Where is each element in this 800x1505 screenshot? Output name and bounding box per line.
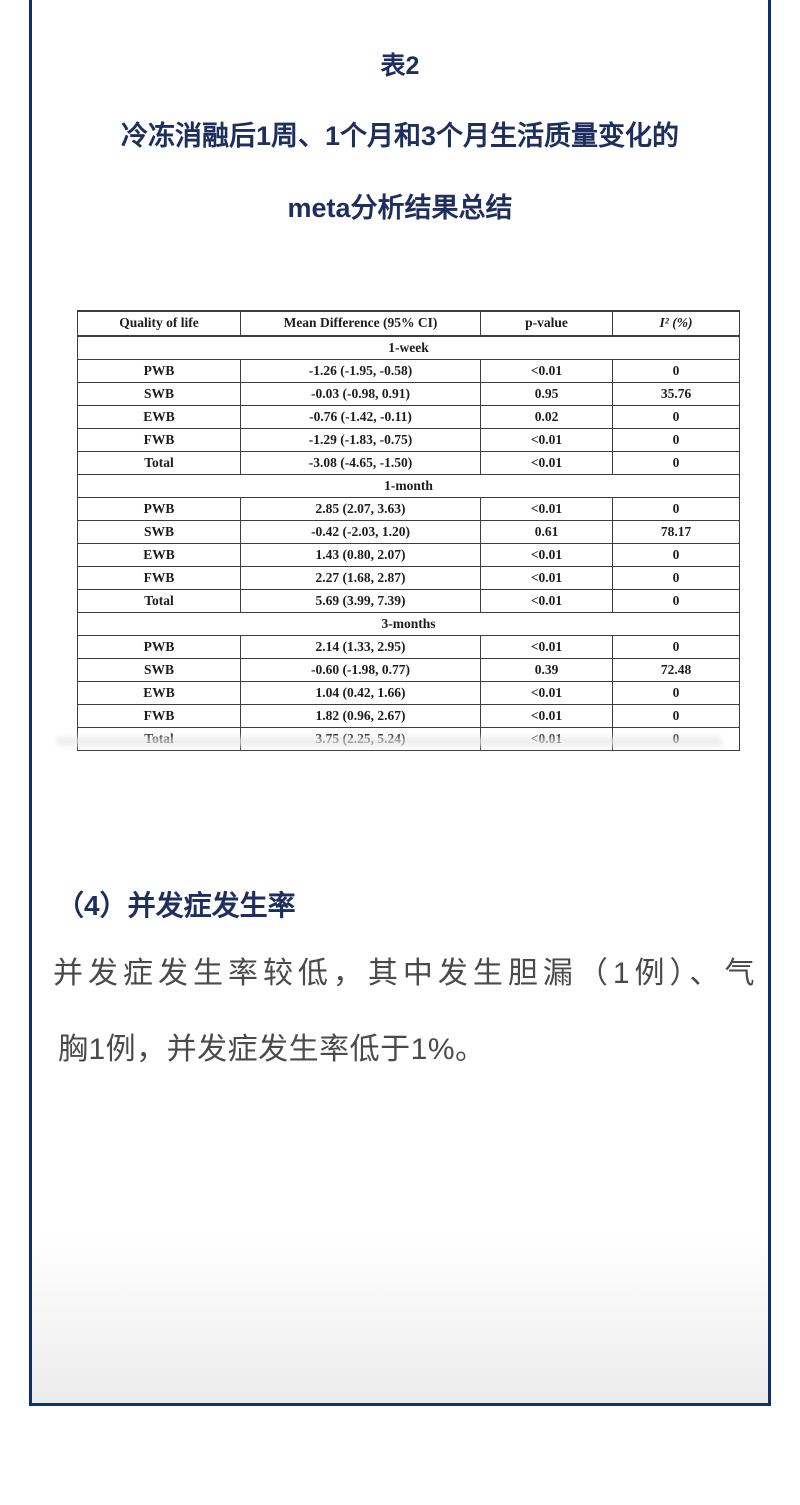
table-row: PWB 2.14 (1.33, 2.95) <0.01 0 <box>77 635 740 659</box>
section-label: 1-week <box>77 335 740 360</box>
section-row-1-week: 1-week <box>77 335 740 360</box>
cell-p-value: <0.01 <box>480 589 613 613</box>
cell-mean-diff: 2.27 (1.68, 2.87) <box>240 566 481 590</box>
cell-mean-diff: -1.26 (-1.95, -0.58) <box>240 359 481 383</box>
cell-scale: SWB <box>77 520 241 544</box>
cell-scale: PWB <box>77 497 241 521</box>
table-row: EWB -0.76 (-1.42, -0.11) 0.02 0 <box>77 405 740 429</box>
table-row: PWB 2.85 (2.07, 3.63) <0.01 0 <box>77 497 740 521</box>
cell-i-squared: 0 <box>612 405 740 429</box>
cell-i-squared: 0 <box>612 589 740 613</box>
cell-scale: PWB <box>77 635 241 659</box>
cell-i-squared: 35.76 <box>612 382 740 406</box>
cell-scale: SWB <box>77 658 241 682</box>
cell-scale: Total <box>77 451 241 475</box>
table-row-total: Total 5.69 (3.99, 7.39) <0.01 0 <box>77 589 740 613</box>
cell-i-squared: 78.17 <box>612 520 740 544</box>
table-row: SWB -0.60 (-1.98, 0.77) 0.39 72.48 <box>77 658 740 682</box>
cell-p-value: <0.01 <box>480 359 613 383</box>
table-row: PWB -1.26 (-1.95, -0.58) <0.01 0 <box>77 359 740 383</box>
cell-i-squared: 0 <box>612 451 740 475</box>
section-label: 1-month <box>77 474 740 498</box>
cell-p-value: <0.01 <box>480 497 613 521</box>
cell-p-value: <0.01 <box>480 428 613 452</box>
cell-mean-diff: 1.82 (0.96, 2.67) <box>240 704 481 728</box>
cell-p-value: <0.01 <box>480 704 613 728</box>
cell-mean-diff: -0.03 (-0.98, 0.91) <box>240 382 481 406</box>
table-row: EWB 1.43 (0.80, 2.07) <0.01 0 <box>77 543 740 567</box>
table-row: FWB -1.29 (-1.83, -0.75) <0.01 0 <box>77 428 740 452</box>
cell-i-squared: 72.48 <box>612 658 740 682</box>
section-row-1-month: 1-month <box>77 474 740 498</box>
cell-p-value: 0.95 <box>480 382 613 406</box>
table-row: SWB -0.03 (-0.98, 0.91) 0.95 35.76 <box>77 382 740 406</box>
cell-scale: FWB <box>77 704 241 728</box>
cell-p-value: <0.01 <box>480 451 613 475</box>
cell-p-value: 0.39 <box>480 658 613 682</box>
cell-scale: EWB <box>77 405 241 429</box>
cell-scale: SWB <box>77 382 241 406</box>
cell-scale: FWB <box>77 566 241 590</box>
col-header-quality-of-life: Quality of life <box>77 310 241 337</box>
col-header-p-value: p-value <box>480 310 613 337</box>
complications-heading: （4）并发症发生率 <box>56 890 296 921</box>
cell-mean-diff: -0.42 (-2.03, 1.20) <box>240 520 481 544</box>
section-row-3-months: 3-months <box>77 612 740 636</box>
results-table-scan: Quality of life Mean Difference (95% CI)… <box>77 310 740 751</box>
col-header-i-squared: I² (%) <box>612 310 740 337</box>
cell-i-squared: 0 <box>612 681 740 705</box>
table-caption-number: 表2 <box>380 52 420 80</box>
cell-mean-diff: 1.43 (0.80, 2.07) <box>240 543 481 567</box>
cell-i-squared: 0 <box>612 359 740 383</box>
cell-p-value: <0.01 <box>480 543 613 567</box>
cell-mean-diff: 2.85 (2.07, 3.63) <box>240 497 481 521</box>
content-card: 表2 冷冻消融后1周、1个月和3个月生活质量变化的 meta分析结果总结 Qua… <box>29 0 771 1406</box>
cell-i-squared: 0 <box>612 497 740 521</box>
cell-mean-diff: 2.14 (1.33, 2.95) <box>240 635 481 659</box>
cell-scale: EWB <box>77 543 241 567</box>
cell-mean-diff: 5.69 (3.99, 7.39) <box>240 589 481 613</box>
col-header-mean-difference: Mean Difference (95% CI) <box>240 310 481 337</box>
table-header-row: Quality of life Mean Difference (95% CI)… <box>77 310 740 337</box>
cell-p-value: 0.02 <box>480 405 613 429</box>
table-caption-title: 冷冻消融后1周、1个月和3个月生活质量变化的 <box>120 121 680 151</box>
cell-mean-diff: 1.04 (0.42, 1.66) <box>240 681 481 705</box>
cell-scale: FWB <box>77 428 241 452</box>
cell-mean-diff: -3.08 (-4.65, -1.50) <box>240 451 481 475</box>
cell-scale: EWB <box>77 681 241 705</box>
section-label: 3-months <box>77 612 740 636</box>
cell-scale: Total <box>77 589 241 613</box>
cell-mean-diff: -0.76 (-1.42, -0.11) <box>240 405 481 429</box>
cell-p-value: <0.01 <box>480 681 613 705</box>
results-table: Quality of life Mean Difference (95% CI)… <box>77 310 740 751</box>
table-scan-shadow <box>57 737 722 746</box>
cell-i-squared: 0 <box>612 704 740 728</box>
cell-i-squared: 0 <box>612 543 740 567</box>
table-row: FWB 2.27 (1.68, 2.87) <0.01 0 <box>77 566 740 590</box>
cell-i-squared: 0 <box>612 566 740 590</box>
complications-paragraph-line-1: 并发症发生率较低，其中发生胆漏（1例）、气 <box>53 957 755 990</box>
table-row: EWB 1.04 (0.42, 1.66) <0.01 0 <box>77 681 740 705</box>
table-row-total: Total -3.08 (-4.65, -1.50) <0.01 0 <box>77 451 740 475</box>
complications-paragraph-line-2: 胸1例，并发症发生率低于1%。 <box>58 1033 486 1066</box>
table-row: SWB -0.42 (-2.03, 1.20) 0.61 78.17 <box>77 520 740 544</box>
table-row: FWB 1.82 (0.96, 2.67) <0.01 0 <box>77 704 740 728</box>
cell-i-squared: 0 <box>612 635 740 659</box>
cell-scale: PWB <box>77 359 241 383</box>
cell-i-squared: 0 <box>612 428 740 452</box>
cell-mean-diff: -1.29 (-1.83, -0.75) <box>240 428 481 452</box>
cell-p-value: 0.61 <box>480 520 613 544</box>
cell-p-value: <0.01 <box>480 566 613 590</box>
table-caption-subtitle: meta分析结果总结 <box>287 193 513 223</box>
cell-mean-diff: -0.60 (-1.98, 0.77) <box>240 658 481 682</box>
cell-p-value: <0.01 <box>480 635 613 659</box>
